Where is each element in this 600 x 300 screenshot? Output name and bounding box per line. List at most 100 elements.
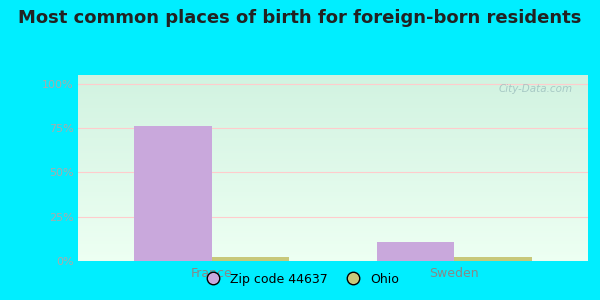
Bar: [78, 220, 588, 222]
Bar: [78, 202, 588, 203]
Bar: [78, 122, 588, 123]
Bar: [78, 198, 588, 200]
Bar: [78, 200, 588, 202]
Bar: [78, 123, 588, 125]
Bar: [78, 116, 588, 118]
Bar: [78, 153, 588, 155]
Bar: [78, 211, 588, 213]
Bar: [78, 105, 588, 106]
Bar: [78, 127, 588, 129]
Bar: [78, 237, 588, 239]
Bar: [78, 148, 588, 149]
Bar: [78, 176, 588, 177]
Bar: [78, 242, 588, 244]
Bar: [78, 114, 588, 116]
Bar: [78, 129, 588, 131]
Bar: [78, 254, 588, 255]
Bar: [377, 242, 454, 261]
Bar: [134, 126, 212, 261]
Bar: [78, 218, 588, 220]
Bar: [78, 82, 588, 84]
Bar: [78, 84, 588, 86]
Bar: [78, 90, 588, 92]
Bar: [78, 190, 588, 192]
Bar: [78, 209, 588, 211]
Bar: [78, 187, 588, 188]
Bar: [78, 205, 588, 207]
Bar: [78, 109, 588, 110]
Bar: [78, 138, 588, 140]
Bar: [78, 241, 588, 242]
Bar: [78, 213, 588, 214]
Bar: [78, 183, 588, 185]
Bar: [78, 168, 588, 170]
Bar: [78, 97, 588, 99]
Bar: [78, 142, 588, 144]
Bar: [78, 174, 588, 176]
Bar: [78, 196, 588, 198]
Bar: [78, 185, 588, 187]
Bar: [78, 120, 588, 122]
Bar: [78, 134, 588, 136]
Bar: [78, 226, 588, 227]
Text: Most common places of birth for foreign-born residents: Most common places of birth for foreign-…: [19, 9, 581, 27]
Bar: [78, 144, 588, 146]
Bar: [78, 99, 588, 101]
Bar: [78, 103, 588, 105]
Bar: [78, 257, 588, 259]
Bar: [78, 133, 588, 134]
Legend: Zip code 44637, Ohio: Zip code 44637, Ohio: [196, 268, 404, 291]
Bar: [78, 255, 588, 257]
Bar: [78, 259, 588, 261]
Bar: [78, 160, 588, 162]
Bar: [78, 162, 588, 164]
Bar: [78, 188, 588, 190]
Bar: [78, 77, 588, 79]
Bar: [78, 149, 588, 151]
Bar: [78, 159, 588, 161]
Bar: [78, 75, 588, 77]
Bar: [78, 216, 588, 218]
Bar: [78, 246, 588, 248]
Bar: [78, 131, 588, 133]
Bar: [78, 181, 588, 183]
Bar: [78, 157, 588, 159]
Bar: [78, 146, 588, 148]
Bar: [78, 140, 588, 142]
Bar: [78, 250, 588, 252]
Bar: [78, 164, 588, 166]
Bar: [78, 224, 588, 226]
Bar: [454, 257, 532, 261]
Text: City-Data.com: City-Data.com: [499, 84, 573, 94]
Bar: [78, 230, 588, 231]
Bar: [78, 125, 588, 127]
Bar: [78, 172, 588, 174]
Bar: [78, 214, 588, 216]
Bar: [78, 79, 588, 81]
Bar: [78, 244, 588, 246]
Bar: [78, 94, 588, 95]
Bar: [78, 177, 588, 179]
Bar: [78, 112, 588, 114]
Bar: [78, 151, 588, 153]
Bar: [78, 170, 588, 172]
Bar: [78, 101, 588, 103]
Bar: [78, 166, 588, 168]
Bar: [78, 110, 588, 112]
Bar: [78, 203, 588, 205]
Bar: [78, 239, 588, 241]
Bar: [78, 248, 588, 250]
Bar: [78, 92, 588, 94]
Bar: [78, 231, 588, 233]
Bar: [78, 88, 588, 90]
Bar: [78, 118, 588, 120]
Bar: [78, 95, 588, 97]
Bar: [78, 252, 588, 254]
Bar: [78, 192, 588, 194]
Bar: [78, 235, 588, 237]
Bar: [78, 136, 588, 138]
Bar: [78, 86, 588, 88]
Bar: [78, 194, 588, 196]
Bar: [212, 257, 289, 261]
Bar: [78, 81, 588, 82]
